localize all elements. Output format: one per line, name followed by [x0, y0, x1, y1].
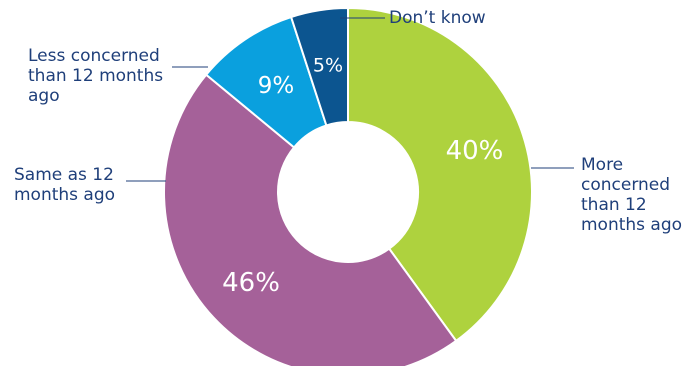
slice-value-label: 46% [222, 268, 280, 298]
slice-value-label: 40% [446, 136, 504, 166]
slice-value-label: 9% [258, 73, 295, 99]
donut-slice [347, 6, 533, 343]
category-label: Same as 12 months ago [14, 165, 115, 205]
leader-lines-group [126, 17, 574, 182]
donut-slice [289, 6, 349, 127]
category-label: More concerned than 12 months ago [581, 155, 682, 235]
category-label: Less concerned than 12 months ago [28, 46, 163, 106]
category-label: Don’t know [389, 8, 486, 28]
value-labels-group: 40% 46% 9% 5% [222, 55, 503, 298]
donut-slice [163, 73, 458, 366]
slices-group [163, 6, 533, 366]
category-labels-group: More concerned than 12 months ago Same as 12… [14, 8, 682, 235]
slice-value-label: 5% [313, 55, 343, 77]
